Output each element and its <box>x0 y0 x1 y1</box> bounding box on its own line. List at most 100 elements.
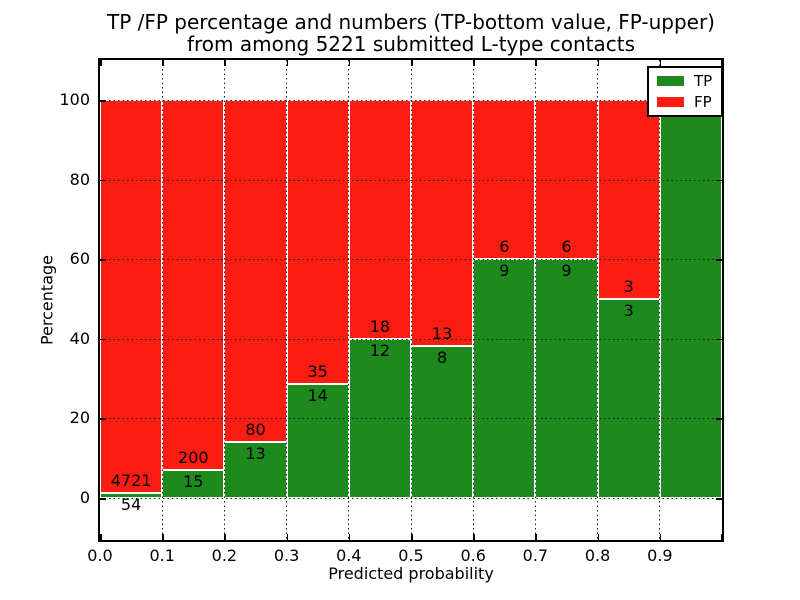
x-tick-mark <box>659 60 662 66</box>
chart-title: TP /FP percentage and numbers (TP-bottom… <box>98 11 724 55</box>
horizontal-gridline <box>100 338 722 340</box>
y-tick-mark <box>100 338 106 341</box>
vertical-gridline <box>472 60 474 540</box>
x-tick-label: 0.4 <box>336 546 362 565</box>
x-tick-mark <box>100 60 102 66</box>
x-tick-mark <box>721 534 723 540</box>
tp-bar-segment <box>473 259 536 498</box>
legend-item-tp: TP <box>657 73 712 89</box>
fp-bar-segment <box>597 100 660 299</box>
x-tick-mark <box>348 60 351 66</box>
vertical-gridline <box>161 60 163 540</box>
fp-count-label: 18 <box>369 316 391 336</box>
tp-bar-segment <box>597 299 660 498</box>
y-tick-label: 100 <box>59 90 90 109</box>
vertical-gridline <box>534 60 536 540</box>
x-tick-mark <box>721 60 723 66</box>
fp-count-label: 4721 <box>110 471 152 491</box>
x-tick-mark <box>659 534 662 540</box>
x-tick-mark <box>286 534 289 540</box>
tp-legend-swatch <box>657 76 684 86</box>
vertical-gridline <box>223 60 225 540</box>
tp-count-label: 54 <box>120 495 142 515</box>
tp-count-label: 15 <box>183 472 204 492</box>
x-tick-mark <box>224 60 226 66</box>
x-tick-label: 0.1 <box>149 546 175 565</box>
fp-count-label: 6 <box>561 237 572 257</box>
plot-area: 4721542001580133514181213869693320.00.10… <box>59 58 724 565</box>
x-tick-label: 0.5 <box>398 546 424 565</box>
tp-count-label: 13 <box>245 444 266 464</box>
chart-title-line2: from among 5221 submitted L-type contact… <box>186 32 636 56</box>
tp-bar-segment <box>100 493 163 498</box>
horizontal-gridline <box>100 179 722 181</box>
fp-bar-segment <box>286 100 349 385</box>
tp-bar-segment <box>659 100 722 498</box>
x-tick-label: 0.8 <box>584 546 611 565</box>
x-tick-mark <box>348 534 351 540</box>
tp-count-label: 3 <box>623 301 634 320</box>
x-tick-mark <box>100 534 102 540</box>
tp-bar-segment <box>224 442 287 498</box>
y-tick-label: 60 <box>69 249 90 269</box>
fp-bar-segment <box>411 100 474 347</box>
vertical-gridline <box>659 60 661 540</box>
x-axis-label: Predicted probability <box>328 564 494 583</box>
legend: TP FP <box>647 66 724 117</box>
tp-legend-label: TP <box>694 72 713 90</box>
x-tick-label: 0.7 <box>522 546 549 565</box>
y-tick-mark <box>716 418 722 420</box>
x-tick-mark <box>597 60 600 66</box>
tp-count-label: 12 <box>369 340 391 360</box>
horizontal-gridline <box>100 259 722 261</box>
x-tick-label: 0.3 <box>273 546 300 565</box>
horizontal-gridline <box>100 498 722 499</box>
tp-count-label: 9 <box>499 261 510 281</box>
tp-count-label: 8 <box>437 348 448 368</box>
fp-count-label: 3 <box>623 277 634 296</box>
fp-bar-segment <box>348 100 411 339</box>
y-tick-mark <box>716 338 722 341</box>
fp-bar-segment <box>100 100 163 494</box>
fp-bar-segment <box>162 100 225 471</box>
tp-bar-segment <box>411 346 474 498</box>
y-tick-label: 80 <box>69 169 90 189</box>
y-tick-mark <box>100 259 106 261</box>
x-tick-mark <box>162 534 164 540</box>
fp-legend-swatch <box>657 97 684 107</box>
x-tick-mark <box>162 60 164 66</box>
y-tick-mark <box>716 498 722 500</box>
tp-count-label: 14 <box>307 386 328 406</box>
x-tick-label: 0.0 <box>87 546 113 565</box>
x-tick-mark <box>535 60 537 66</box>
x-tick-mark <box>411 534 413 540</box>
x-tick-mark <box>473 60 475 66</box>
y-tick-mark <box>716 179 722 182</box>
x-tick-label: 0.6 <box>460 546 486 565</box>
fp-count-label: 80 <box>245 420 266 440</box>
fp-count-label: 6 <box>499 237 510 257</box>
fp-bar-segment <box>224 100 287 443</box>
tp-count-label: 9 <box>561 261 572 281</box>
legend-item-fp: FP <box>657 94 712 110</box>
tp-bar-segment <box>535 259 598 498</box>
y-tick-mark <box>100 179 106 182</box>
fp-count-label: 35 <box>307 362 328 382</box>
x-tick-label: 0.2 <box>211 546 238 565</box>
y-tick-label: 40 <box>69 328 90 348</box>
x-tick-mark <box>224 534 226 540</box>
tp-bar-segment <box>286 384 349 498</box>
vertical-gridline <box>597 60 599 540</box>
x-tick-mark <box>597 534 600 540</box>
x-tick-mark <box>473 534 475 540</box>
y-tick-mark <box>100 100 106 102</box>
y-tick-label: 0 <box>79 488 90 507</box>
chart-title-line1: TP /FP percentage and numbers (TP-bottom… <box>107 10 715 34</box>
fp-legend-label: FP <box>694 93 712 111</box>
y-tick-mark <box>716 259 722 261</box>
horizontal-gridline <box>100 418 722 420</box>
y-tick-mark <box>100 498 106 500</box>
y-tick-mark <box>100 418 106 420</box>
fp-count-label: 13 <box>431 324 453 344</box>
